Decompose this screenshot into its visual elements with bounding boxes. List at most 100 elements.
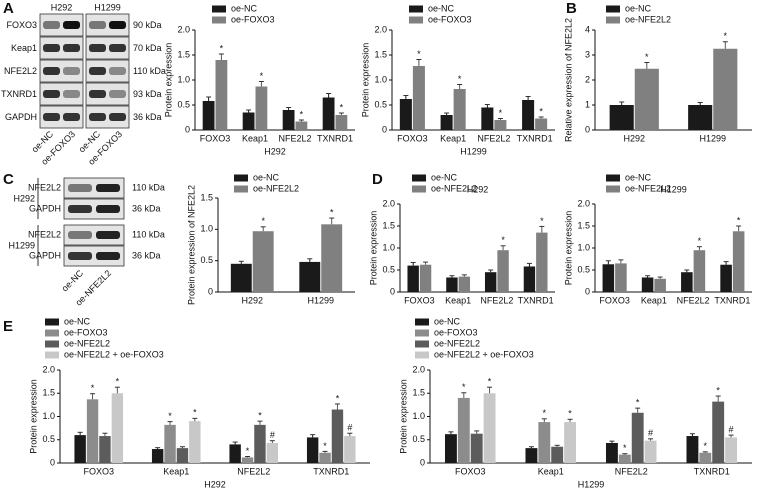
bar: [322, 97, 335, 130]
blot-protein: GAPDH: [29, 250, 61, 260]
bar: [344, 436, 356, 463]
x-tick-label: Keap1: [440, 133, 466, 143]
blot-protein: GAPDH: [29, 203, 61, 213]
x-axis-label: H292: [264, 146, 286, 156]
legend-label: oe-NC: [434, 316, 461, 326]
bar: [321, 224, 343, 292]
significance-mark: *: [540, 216, 544, 226]
y-axis-label: Protein expression: [563, 211, 573, 286]
x-tick-label: Keap1: [163, 466, 189, 476]
legend-swatch: [45, 340, 59, 348]
bar: [458, 276, 471, 292]
y-tick-label: 1.0: [200, 224, 213, 234]
bar: [407, 265, 419, 292]
blot-band: [63, 113, 80, 121]
significance-mark: *: [336, 393, 340, 403]
blot-band: [43, 44, 60, 52]
bar: [440, 115, 453, 130]
legend-label: oe-NFE2L2: [431, 183, 477, 193]
panel-label: D: [372, 171, 383, 188]
x-tick-label: TXNRD1: [714, 295, 750, 305]
bar: [241, 457, 254, 463]
significance-mark: *: [193, 408, 197, 418]
y-tick-label: 0: [585, 124, 590, 134]
x-tick-label: FOXO3: [397, 133, 428, 143]
y-axis-label: Protein expression: [360, 43, 370, 118]
blot-band: [109, 44, 126, 52]
blot-band: [43, 113, 60, 121]
legend-swatch: [606, 185, 620, 193]
x-tick-label: H1299: [307, 295, 334, 305]
bar: [609, 105, 634, 130]
chart-title: H292: [467, 184, 489, 194]
blot-protein: NFE2L2: [28, 229, 61, 239]
significance-mark: *: [261, 216, 265, 226]
x-tick-label: NFE2L2: [278, 133, 311, 143]
bar: [331, 409, 344, 463]
bar: [732, 231, 745, 292]
significance-mark: *: [568, 409, 572, 419]
panel-label: B: [566, 0, 577, 17]
bar: [538, 422, 551, 463]
y-tick-label: 1.0: [412, 411, 425, 421]
blot-band: [89, 90, 106, 98]
legend-swatch: [606, 174, 620, 182]
blot-band: [96, 184, 120, 192]
y-tick-label: 0.5: [42, 434, 55, 444]
blot-size: 36 kDa: [133, 112, 162, 122]
blot-band: [43, 21, 60, 29]
blot-band: [63, 21, 80, 29]
legend-swatch: [234, 185, 248, 193]
bar: [720, 264, 732, 292]
bar: [176, 448, 189, 463]
significance-mark: *: [501, 235, 505, 245]
panel-label: C: [3, 171, 14, 188]
significance-mark: #: [347, 423, 352, 433]
y-axis-label: Protein expression: [28, 379, 38, 454]
y-tick-label: 3: [585, 49, 590, 59]
x-axis-label: H1299: [460, 146, 487, 156]
bar: [412, 66, 425, 130]
blot-size: 90 kDa: [133, 20, 162, 30]
bar: [230, 263, 252, 292]
y-axis-label: Relative expression of NFE2L2: [563, 18, 573, 142]
significance-mark: #: [729, 424, 734, 434]
significance-mark: *: [330, 207, 334, 217]
legend-swatch: [212, 16, 226, 24]
y-tick-label: 0.5: [412, 434, 425, 444]
bar: [164, 424, 176, 463]
significance-mark: *: [488, 377, 492, 387]
x-tick-label: H292: [241, 295, 263, 305]
y-tick-label: 1.5: [577, 220, 590, 230]
blot-band: [109, 113, 126, 121]
significance-mark: *: [260, 71, 264, 81]
significance-mark: *: [716, 385, 720, 395]
bar: [202, 101, 215, 130]
bar: [551, 446, 564, 463]
significance-mark: #: [270, 430, 275, 440]
bar: [494, 120, 507, 130]
bar: [99, 436, 111, 463]
blot-band: [43, 90, 60, 98]
significance-mark: *: [458, 74, 462, 84]
y-tick-label: 0.5: [374, 99, 387, 109]
legend-label: oe-FOXO3: [231, 14, 275, 24]
y-tick-label: 2.0: [42, 364, 55, 374]
bar: [522, 100, 535, 130]
bar: [615, 263, 627, 292]
blot-group: H292: [13, 193, 35, 203]
blot-band: [89, 67, 106, 75]
blot-protein: FOXO3: [6, 20, 37, 30]
legend-label: oe-NC: [625, 172, 652, 182]
significance-mark: *: [704, 441, 708, 451]
x-axis-label: H1299: [578, 479, 605, 489]
y-axis-label: Protein expression: [163, 43, 173, 118]
x-tick-label: TXNRD1: [317, 133, 353, 143]
legend-label: oe-FOXO3: [428, 14, 472, 24]
bar: [699, 452, 712, 463]
significance-mark: *: [543, 408, 547, 418]
blot-band: [89, 44, 106, 52]
legend-swatch: [45, 318, 59, 326]
panel-label: E: [3, 318, 13, 335]
bar: [713, 48, 738, 130]
